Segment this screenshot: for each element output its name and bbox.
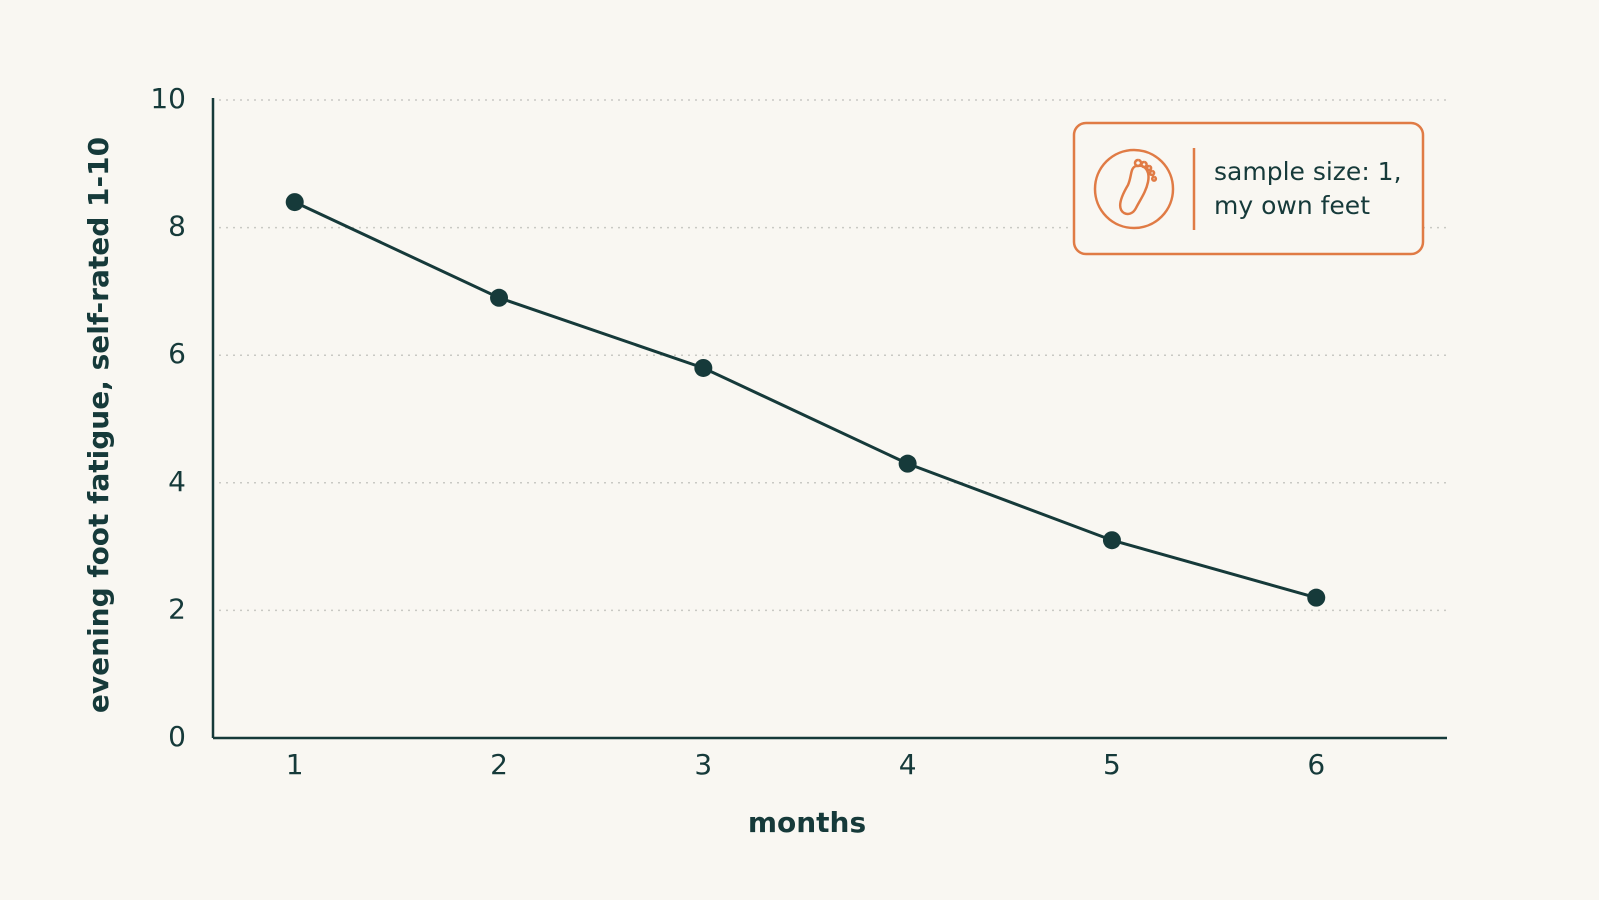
y-tick-label: 10 <box>150 82 186 115</box>
x-tick-label: 4 <box>899 748 917 781</box>
x-tick-label: 1 <box>286 748 304 781</box>
line <box>294 200 1317 600</box>
point <box>1307 588 1326 607</box>
x-tick-label: 2 <box>490 748 508 781</box>
y-tick-label: 2 <box>168 592 186 625</box>
y-tick-label: 4 <box>168 465 186 498</box>
point <box>285 193 304 212</box>
y-tick-label: 6 <box>168 337 186 370</box>
x-tick-label: 5 <box>1103 748 1121 781</box>
x-tick-label: 3 <box>694 748 712 781</box>
annotation: sample size: 1, my own feet <box>1072 121 1425 256</box>
foot-icon <box>1118 158 1158 216</box>
x-tick-label: 6 <box>1307 748 1325 781</box>
annotation-box <box>1072 121 1425 256</box>
y-axis-title: evening foot fatigue, self-rated 1-10 <box>82 137 115 713</box>
y-tick-label: 0 <box>168 720 186 753</box>
foot-icon <box>1093 148 1175 230</box>
annotation-text: my own feet <box>1214 191 1370 220</box>
x-axis-title: months <box>748 806 866 839</box>
annotation-text: sample size: 1, <box>1214 157 1402 186</box>
point <box>898 454 917 473</box>
y-tick-label: 8 <box>168 210 186 243</box>
point <box>1102 531 1121 550</box>
point <box>490 288 509 307</box>
point <box>694 358 713 377</box>
